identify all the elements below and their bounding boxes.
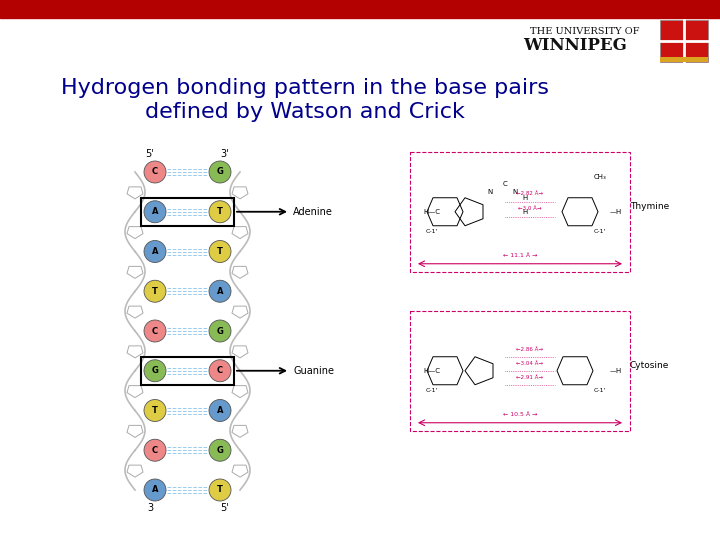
FancyBboxPatch shape bbox=[660, 20, 708, 62]
Text: ← 11.1 Å →: ← 11.1 Å → bbox=[503, 253, 537, 258]
Text: Guanine: Guanine bbox=[293, 366, 334, 376]
Text: ←3.04 Å→: ←3.04 Å→ bbox=[516, 361, 544, 366]
Circle shape bbox=[209, 479, 231, 501]
Text: H—C: H—C bbox=[423, 368, 441, 374]
Circle shape bbox=[209, 400, 231, 422]
Text: 3: 3 bbox=[147, 503, 153, 513]
Text: G: G bbox=[152, 366, 158, 375]
Text: C-1': C-1' bbox=[426, 230, 438, 234]
Text: N: N bbox=[487, 189, 492, 195]
Text: ←2.82 Å→: ←2.82 Å→ bbox=[516, 191, 544, 196]
Circle shape bbox=[144, 360, 166, 382]
Text: defined by Watson and Crick: defined by Watson and Crick bbox=[145, 102, 465, 122]
Text: ←2.86 Å→: ←2.86 Å→ bbox=[516, 347, 544, 352]
Text: A: A bbox=[152, 207, 158, 216]
Circle shape bbox=[209, 360, 231, 382]
Text: C-1': C-1' bbox=[426, 388, 438, 393]
Text: WINNIPEG: WINNIPEG bbox=[523, 37, 627, 55]
Text: T: T bbox=[217, 485, 223, 495]
Text: H: H bbox=[523, 195, 528, 201]
Circle shape bbox=[209, 439, 231, 461]
Text: Cytosine: Cytosine bbox=[630, 361, 670, 370]
Text: THE UNIVERSITY OF: THE UNIVERSITY OF bbox=[530, 28, 639, 37]
Text: T: T bbox=[217, 247, 223, 256]
Text: ←2.91 Å→: ←2.91 Å→ bbox=[516, 375, 544, 380]
Text: A: A bbox=[152, 247, 158, 256]
Circle shape bbox=[144, 320, 166, 342]
Text: C: C bbox=[152, 446, 158, 455]
Text: T: T bbox=[217, 207, 223, 216]
Circle shape bbox=[144, 400, 166, 422]
Text: A: A bbox=[152, 485, 158, 495]
Text: Thymine: Thymine bbox=[630, 202, 670, 211]
Circle shape bbox=[144, 439, 166, 461]
Circle shape bbox=[144, 280, 166, 302]
Text: G: G bbox=[217, 327, 223, 335]
Text: 5': 5' bbox=[145, 149, 154, 159]
Circle shape bbox=[144, 240, 166, 262]
Text: A: A bbox=[217, 287, 223, 296]
Circle shape bbox=[209, 161, 231, 183]
Bar bbox=[141, 357, 234, 384]
Text: C-1': C-1' bbox=[594, 230, 606, 234]
Text: C: C bbox=[503, 181, 508, 187]
Text: G: G bbox=[217, 446, 223, 455]
Text: H: H bbox=[523, 209, 528, 215]
Bar bbox=[141, 198, 234, 226]
Circle shape bbox=[144, 201, 166, 222]
Text: CH₃: CH₃ bbox=[593, 174, 606, 180]
Text: H—C: H—C bbox=[423, 209, 441, 215]
Text: C: C bbox=[152, 327, 158, 335]
Text: T: T bbox=[152, 287, 158, 296]
Circle shape bbox=[209, 320, 231, 342]
Circle shape bbox=[144, 161, 166, 183]
Text: 5': 5' bbox=[220, 503, 230, 513]
Text: N: N bbox=[513, 189, 518, 195]
Circle shape bbox=[209, 280, 231, 302]
Bar bbox=[0, 0, 720, 18]
Text: C: C bbox=[152, 167, 158, 177]
Text: ← 10.5 Å →: ← 10.5 Å → bbox=[503, 412, 537, 417]
Text: T: T bbox=[152, 406, 158, 415]
Text: C-1': C-1' bbox=[594, 388, 606, 393]
Bar bbox=[410, 152, 630, 272]
Text: G: G bbox=[217, 167, 223, 177]
Text: —H: —H bbox=[610, 368, 622, 374]
Text: A: A bbox=[217, 406, 223, 415]
Text: 3': 3' bbox=[221, 149, 229, 159]
Text: C: C bbox=[217, 366, 223, 375]
Text: ←3.0 Å→: ←3.0 Å→ bbox=[518, 206, 541, 211]
Bar bbox=[660, 57, 708, 62]
Text: Hydrogen bonding pattern in the base pairs: Hydrogen bonding pattern in the base pai… bbox=[61, 78, 549, 98]
Circle shape bbox=[209, 201, 231, 222]
Circle shape bbox=[209, 240, 231, 262]
Text: Adenine: Adenine bbox=[293, 207, 333, 217]
Bar bbox=[410, 310, 630, 431]
Circle shape bbox=[144, 479, 166, 501]
Text: —H: —H bbox=[610, 209, 622, 215]
